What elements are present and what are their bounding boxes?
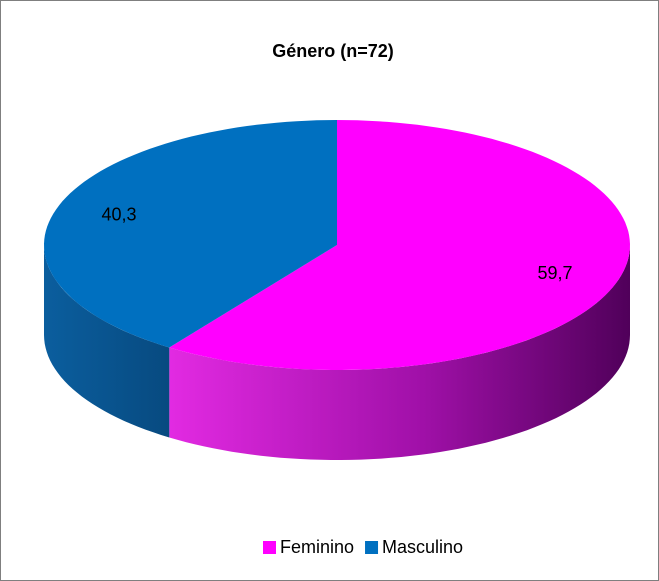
legend-swatch: [365, 541, 379, 554]
pie: [44, 120, 631, 460]
labels: 59,7 40,3: [101, 204, 572, 283]
legend: Feminino Masculino: [263, 537, 463, 557]
pie-slice: [44, 120, 337, 348]
chart-title: Género (n=72): [272, 41, 394, 61]
pie-slice: [169, 120, 631, 370]
data-label: 40,3: [101, 204, 136, 224]
pie-side: [169, 245, 631, 460]
data-label: 59,7: [537, 263, 572, 283]
legend-label: Masculino: [382, 537, 463, 557]
pie-side: [44, 245, 170, 438]
legend-swatch: [263, 541, 276, 554]
legend-label: Feminino: [280, 537, 354, 557]
